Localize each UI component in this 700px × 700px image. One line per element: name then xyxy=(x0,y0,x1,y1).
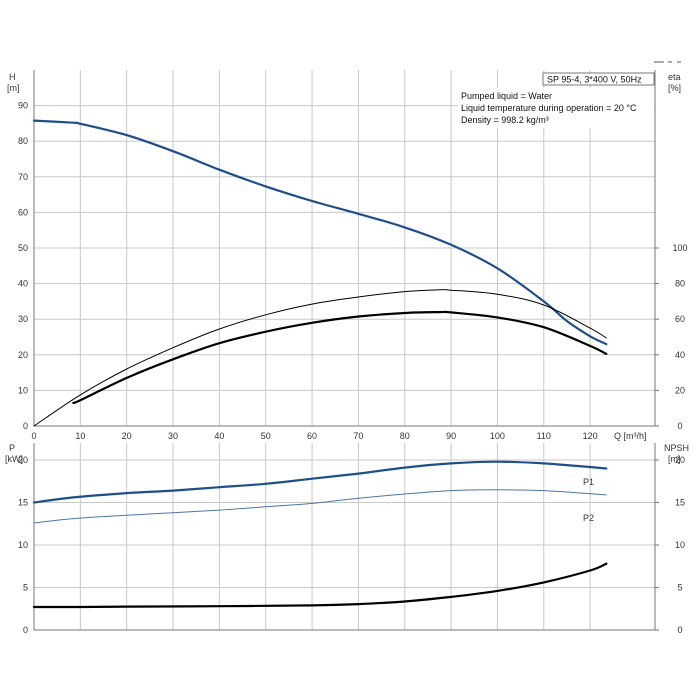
info-box xyxy=(458,88,654,128)
y-left-tick-label: 20 xyxy=(18,350,28,360)
h-axis-unit: [m] xyxy=(7,83,20,93)
x-tick-label: 20 xyxy=(122,431,132,441)
curve-panel2-series-1 xyxy=(32,460,608,504)
y-right-tick-label: 20 xyxy=(675,455,685,465)
curve-panel1-series-2 xyxy=(33,289,607,427)
y-left-tick-label: 5 xyxy=(23,583,28,593)
y-right-tick-label: 0 xyxy=(677,421,682,431)
pump-title-box xyxy=(542,72,655,86)
curve-panel1-series-1 xyxy=(32,119,608,346)
info-line-temperature: Liquid temperature during operation = 20… xyxy=(461,103,637,113)
x-tick-label: 10 xyxy=(75,431,85,441)
x-tick-label: 80 xyxy=(400,431,410,441)
x-tick-label: 50 xyxy=(261,431,271,441)
y-left-tick-label: 70 xyxy=(18,172,28,182)
y-left-tick-label: 10 xyxy=(18,385,28,395)
x-tick-label: 40 xyxy=(214,431,224,441)
series-label-p1: P1 xyxy=(583,477,594,487)
info-line-density: Density = 998.2 kg/m³ xyxy=(461,115,549,125)
y-right-tick-label: 20 xyxy=(675,385,685,395)
x-tick-label: 30 xyxy=(168,431,178,441)
x-tick-label: 120 xyxy=(583,431,598,441)
y-right-tick-label: 80 xyxy=(675,279,685,289)
x-tick-label: 110 xyxy=(537,431,551,441)
x-tick-label: 100 xyxy=(490,431,505,441)
p-axis-unit: [kW] xyxy=(5,454,23,464)
y-right-tick-label: 10 xyxy=(675,540,685,550)
y-left-tick-label: 30 xyxy=(18,314,28,324)
y-right-tick-label: 60 xyxy=(675,314,685,324)
h-axis-title: H xyxy=(9,72,16,82)
y-left-tick-label: 10 xyxy=(18,540,28,550)
x-tick-label: 0 xyxy=(31,431,36,441)
y-right-tick-label: 5 xyxy=(677,583,682,593)
y-left-tick-label: 40 xyxy=(18,279,28,289)
curve-panel1-series-3 xyxy=(72,310,608,405)
x-tick-label: 90 xyxy=(446,431,456,441)
y-right-tick-label: 100 xyxy=(672,243,687,253)
x-tick-label: 70 xyxy=(353,431,363,441)
eta-axis-unit: [%] xyxy=(668,83,681,93)
upper-curves xyxy=(32,119,608,427)
lower-curves xyxy=(32,460,608,609)
y-left-tick-label: 90 xyxy=(18,101,28,111)
eta-axis-title: eta xyxy=(668,72,681,82)
y-left-tick-label: 0 xyxy=(23,625,28,635)
y-right-tick-label: 0 xyxy=(677,625,682,635)
y-right-tick-label: 15 xyxy=(675,498,685,508)
y-left-tick-label: 15 xyxy=(18,498,28,508)
y-right-tick-label: 40 xyxy=(675,350,685,360)
npsh-axis-title: NPSH xyxy=(664,443,689,453)
y-left-tick-label: 80 xyxy=(18,136,28,146)
curve-panel2-series-3 xyxy=(32,562,608,609)
q-axis-label: Q [m³/h] xyxy=(614,431,647,441)
tick-labels: 0 10 20 30 40 50 60 70 80 90 100 110 120010203040506… xyxy=(18,101,688,635)
y-left-tick-label: 60 xyxy=(18,207,28,217)
y-left-tick-label: 50 xyxy=(18,243,28,253)
lower-grid xyxy=(33,443,659,631)
series-label-p2: P2 xyxy=(583,513,594,523)
y-left-tick-label: 0 xyxy=(23,421,28,431)
curve-panel2-series-2 xyxy=(33,489,607,524)
x-tick-label: 60 xyxy=(307,431,317,441)
pump-title: SP 95-4, 3*400 V, 50Hz xyxy=(547,75,642,85)
p-axis-title: P xyxy=(9,443,15,453)
npsh-axis-unit: [m] xyxy=(668,454,681,464)
y-left-tick-label: 20 xyxy=(18,455,28,465)
info-line-pumped-liquid: Pumped liquid = Water xyxy=(461,91,552,101)
